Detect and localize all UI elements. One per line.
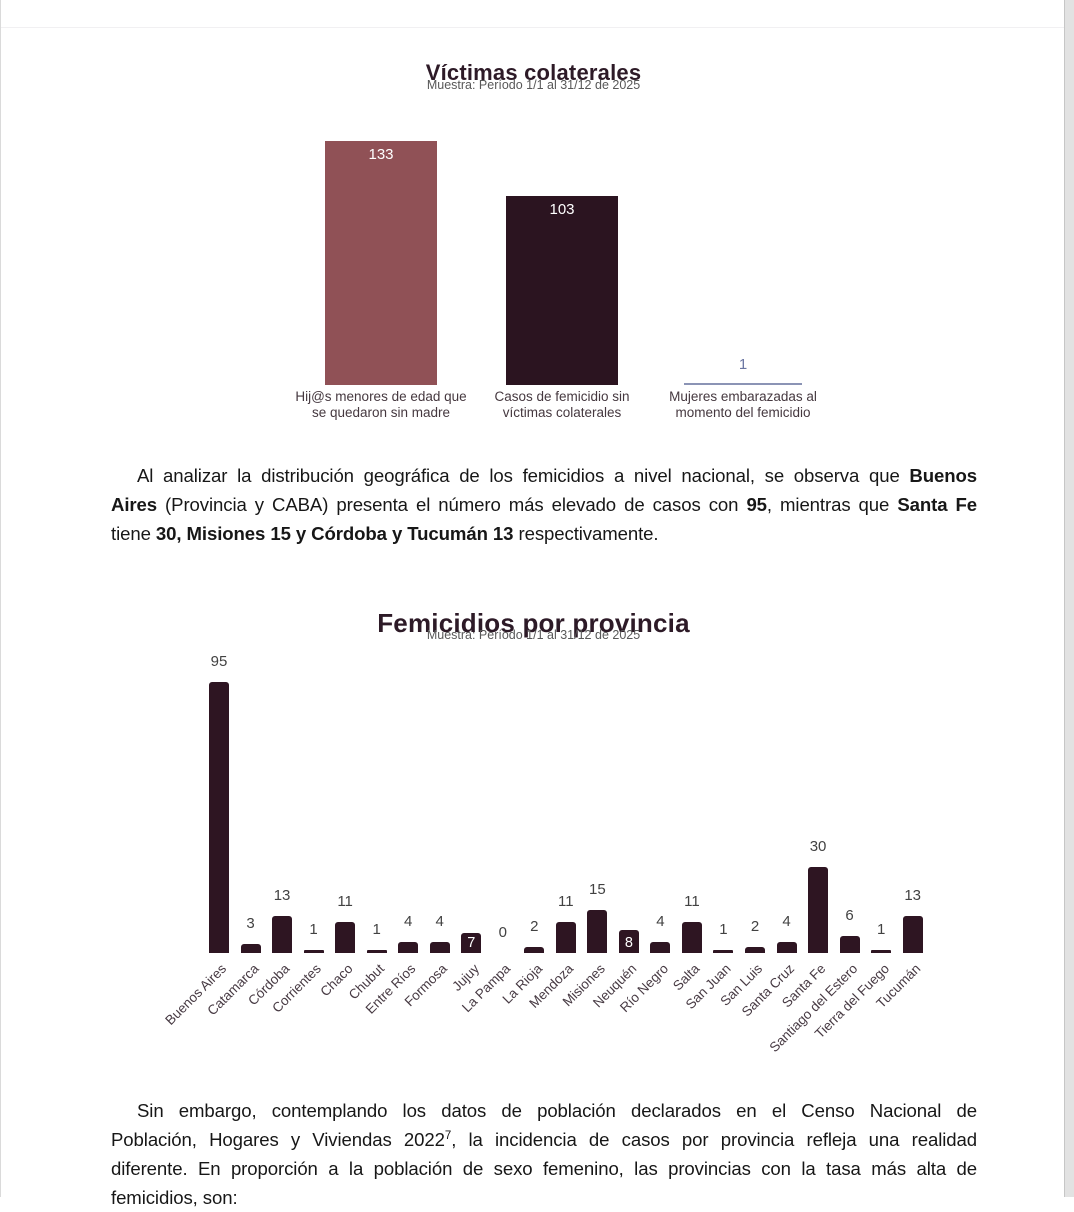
bar-casos-de-femicidio-sin: 103 [506, 196, 618, 385]
bar-chubut [366, 950, 387, 953]
bar-catamarca [240, 944, 261, 953]
chart2-title: Femicidios por provincia [377, 607, 690, 638]
bar-salta [681, 922, 702, 953]
bar-value-label-formosa: 4 [435, 913, 444, 930]
bar-value-label-mendoza: 11 [558, 893, 574, 910]
category-label-line: Casos de femicidio sin [494, 389, 630, 404]
bar-value-label-santiago-del-estero: 6 [845, 907, 854, 924]
text: Al analizar la distribución geográfica d… [137, 465, 910, 486]
bar-value-label-la-rioja: 2 [530, 918, 539, 935]
bar-hij-s-menores-de-edad-que: 133 [325, 141, 437, 385]
bold-text: 95 [746, 494, 767, 515]
bar-value-label-san-juan: 1 [719, 921, 728, 938]
category-label-line: víctimas colaterales [502, 404, 622, 420]
paragraph-line: Aires (Provincia y CABA) presenta el núm… [111, 490, 977, 519]
bar-value-label-salta: 11 [684, 893, 700, 910]
bar-value-label-jujuy: 7 [467, 935, 476, 951]
bar-value-label-cordoba: 13 [273, 887, 291, 904]
bar-entre-rios [398, 942, 419, 953]
text: Población, Hogares y Viviendas 2022 [111, 1129, 445, 1150]
text: , mientras que [766, 494, 898, 515]
bar-value-label-misiones: 15 [589, 881, 606, 898]
bar-neuquen [618, 930, 639, 953]
paragraph-line: Población, Hogares y Viviendas 20227, la… [111, 1125, 977, 1154]
bar-value-label-santa-fe: 30 [809, 838, 827, 855]
bar-value-label-entre-rios: 4 [404, 913, 413, 930]
bar-rio-negro [650, 942, 671, 953]
page-top-divider [1, 27, 1066, 28]
text: respectivamente. [513, 523, 659, 544]
page-right-gutter [1064, 0, 1074, 1197]
bar-san-juan [713, 950, 734, 953]
chart1-title: Víctimas colaterales [425, 60, 642, 86]
text: diferente. En proporción a la población … [111, 1158, 977, 1179]
chart1-subtitle: Muestra: Período 1/1 al 31/12 de 2025 [426, 78, 641, 92]
paragraph-line: diferente. En proporción a la población … [111, 1154, 977, 1183]
bar-buenos-aires [209, 682, 229, 953]
chart2-plot: 95 3 13 1 11 1 4 4 7 0 2 11 15 8 4 11 1 2 4 30 6 1 13 [1, 640, 1066, 953]
bar-value-label-neuquen: 8 [624, 935, 633, 951]
bar-value-label-corrientes: 1 [309, 921, 318, 938]
category-label-line: se quedaron sin madre [311, 404, 451, 420]
bar-corrientes [303, 950, 324, 953]
bar-misiones [587, 910, 608, 953]
category-label-hij-s-menores-de-edad-que: Hij@s menores de edad que se quedaron sin… [271, 389, 491, 420]
category-label-mujeres-embarazadas-al: Mujeres embarazadas al momento del femici… [633, 389, 853, 420]
bar-value-label: 133 [368, 146, 394, 163]
bar-tierra-del-fuego [871, 950, 892, 953]
text: femicidios, son: [111, 1187, 238, 1208]
paragraph-line: femicidios, son: [111, 1183, 977, 1212]
bar-mujeres-embarazadas-al [684, 383, 802, 385]
bar-value-label-catamarca: 3 [246, 915, 255, 932]
bar-san-luis [745, 947, 765, 953]
bar-tucuman [902, 916, 923, 953]
bold-text: 30, Misiones 15 y Córdoba y Tucumán 13 [155, 523, 514, 544]
bar-value-label-chubut: 1 [372, 921, 381, 938]
bar-value-label-santa-cruz: 4 [782, 913, 791, 930]
bar-santa-fe [808, 867, 829, 953]
bar-value-label-la-pampa: 0 [498, 924, 507, 941]
paragraph-distribucion: Al analizar la distribución geográfica d… [111, 461, 977, 548]
bar-formosa [429, 942, 450, 953]
category-label-line: Hij@s menores de edad que [295, 389, 467, 404]
chart2-subtitle: Muestra: Período 1/1 al 31/12 de 2025 [426, 628, 641, 642]
bold-text: Santa Fe [897, 494, 977, 515]
category-label-casos-de-femicidio-sin: Casos de femicidio sin víctimas colateral… [452, 389, 672, 420]
bar-mendoza [555, 922, 576, 953]
paragraph-line: tiene 30, Misiones 15 y Córdoba y Tucumá… [111, 519, 977, 548]
bar-value-label-buenos-aires: 95 [210, 653, 228, 670]
text: tiene [111, 523, 156, 544]
bar-value-label-san-luis: 2 [750, 918, 760, 935]
text: (Provincia y CABA) presenta el número má… [157, 494, 747, 515]
text: Sin embargo, contemplando los datos de p… [137, 1100, 977, 1121]
footnote-ref: 7 [444, 1129, 452, 1142]
text: , la incidencia de casos por provincia r… [451, 1129, 977, 1150]
paragraph-line: Al analizar la distribución geográfica d… [111, 461, 977, 490]
bar-value-label-chaco: 11 [337, 893, 353, 910]
bar-santa-cruz [776, 942, 797, 953]
chart1-plot: 133 Hij@s menores de edad que se quedaron … [1, 130, 1066, 420]
bar-santiago-del-estero [839, 936, 860, 953]
bar-jujuy [461, 933, 482, 953]
bar-la-rioja [524, 947, 545, 953]
category-label-line: momento del femicidio [675, 404, 811, 420]
bar-cordoba [272, 916, 293, 953]
bar-value-label-rio-negro: 4 [656, 913, 665, 930]
bold-text: Buenos [909, 465, 977, 486]
bar-value-label-tierra-del-fuego: 1 [876, 921, 886, 938]
paragraph-line: Sin embargo, contemplando los datos de p… [111, 1096, 977, 1125]
bar-value-label: 1 [738, 356, 748, 373]
bar-chaco [335, 922, 356, 953]
category-label-line: Mujeres embarazadas al [669, 389, 817, 404]
bar-value-label-tucuman: 13 [904, 887, 921, 904]
paragraph-censo: Sin embargo, contemplando los datos de p… [111, 1096, 977, 1212]
bar-value-label: 103 [549, 201, 575, 218]
bold-text: Aires [111, 494, 158, 515]
